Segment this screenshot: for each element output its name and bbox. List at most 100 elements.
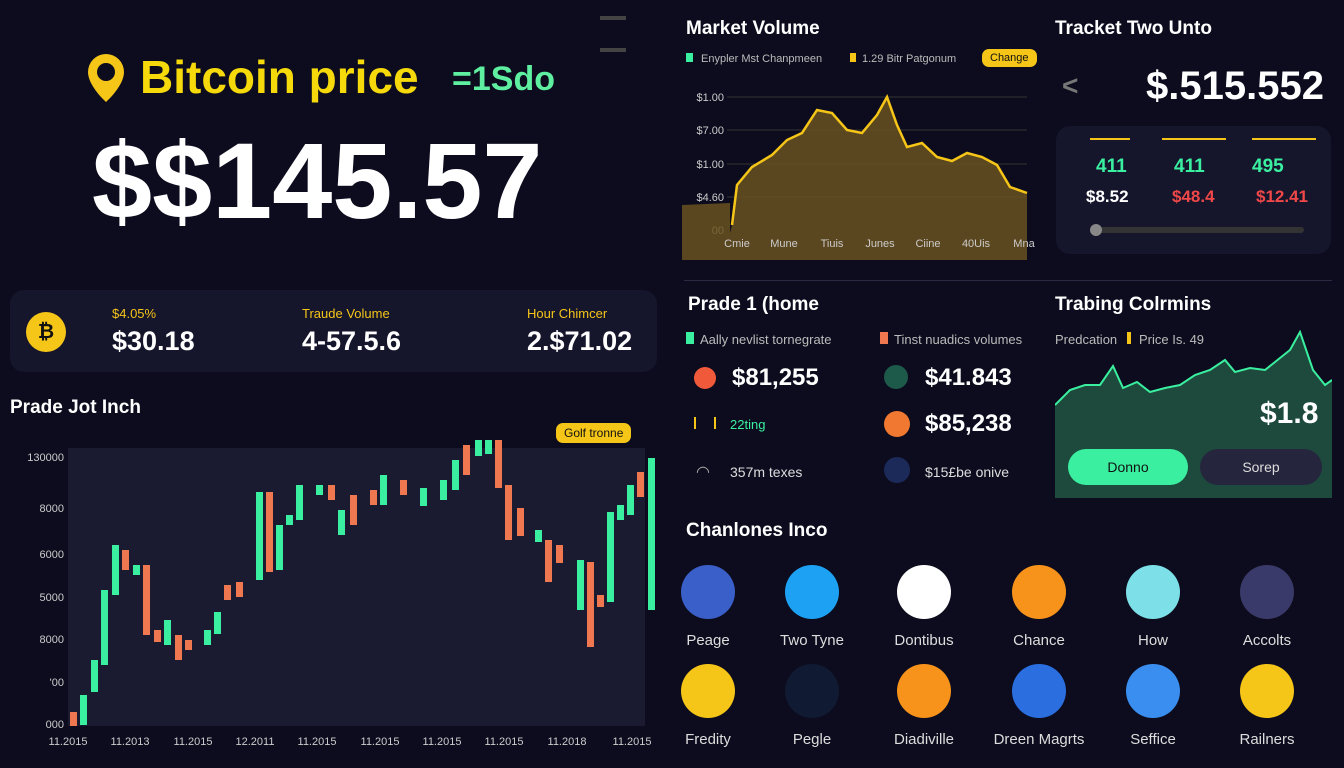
count: 495 xyxy=(1252,156,1284,177)
stat-label: Traude Volume xyxy=(302,306,390,321)
legend-item: Tinst nuadics volumes xyxy=(880,332,1022,347)
stat-value: 4-57.5.6 xyxy=(302,326,402,356)
section-title: Prade Jot Inch xyxy=(10,397,141,418)
legend-item: Enypler Mst Chanpmeen xyxy=(686,53,822,65)
channel-label: Diadiville xyxy=(893,731,955,748)
stat-label: $4.05% xyxy=(112,306,157,321)
legend-text: Enypler Mst Chanpmeen xyxy=(701,53,823,65)
x-label: 40Uis xyxy=(962,238,991,250)
channel-label: Fredity xyxy=(685,731,731,748)
x-label: 11.2015 xyxy=(298,736,337,748)
y-label: 5000 xyxy=(40,592,64,604)
legend-item: 1.29 Bitr Patgonum xyxy=(850,53,956,65)
stat-value: $30.18 xyxy=(112,326,195,356)
icon: ◠ xyxy=(696,464,710,481)
count: 411 xyxy=(1174,156,1205,177)
channel-icon[interactable] xyxy=(1012,664,1066,718)
coin-icon: ₿ xyxy=(26,312,66,352)
legend-item: Price Is. 49 xyxy=(1127,332,1204,347)
candles xyxy=(70,440,655,726)
button[interactable]: Donno xyxy=(1068,449,1188,485)
channel-label: Chance xyxy=(1013,632,1065,649)
legend-item: Aally nevlist tornegrate xyxy=(686,332,832,347)
section-title: Prade 1 (home xyxy=(688,294,819,315)
x-label: 11.2015 xyxy=(49,736,88,748)
area-chart: $1.00 $7.00 $1.00 $4.60 00 Cmie Mune Tiu… xyxy=(682,92,1036,260)
channel-label: Peage xyxy=(686,632,730,649)
y-label: $1.00 xyxy=(696,92,724,104)
y-label: $7.00 xyxy=(696,125,724,137)
channel-label: Seffice xyxy=(1130,731,1176,748)
tracker-panel: 411 411 495 $8.52 $48.4 $12.41 xyxy=(1056,126,1331,254)
section-title: Trabing Colrmins xyxy=(1055,294,1212,315)
section-title: Chanlones Inco xyxy=(686,520,828,541)
item-value: $81,255 xyxy=(732,364,819,391)
back-button[interactable]: < xyxy=(1062,70,1079,101)
channel-icon[interactable] xyxy=(1126,565,1180,619)
x-label: Mna xyxy=(1013,238,1035,250)
y-label: $1.00 xyxy=(696,159,724,171)
y-label: 8000 xyxy=(40,503,64,515)
legend-text: Predcation xyxy=(1055,332,1118,347)
x-label: 11.2013 xyxy=(111,736,150,748)
badge: Change xyxy=(982,49,1037,67)
y-label: 6000 xyxy=(40,549,64,561)
item-text: 22ting xyxy=(730,417,766,432)
slider[interactable] xyxy=(1090,224,1304,236)
stats-bar: ₿ $4.05% $30.18 Traude Volume 4-57.5.6 H… xyxy=(10,290,657,372)
channel-icon[interactable] xyxy=(1240,565,1294,619)
channel-icon[interactable] xyxy=(1240,664,1294,718)
legend-text: Price Is. 49 xyxy=(1139,332,1205,347)
channel-label: Pegle xyxy=(792,731,832,748)
y-label: 8000 xyxy=(40,634,64,646)
item-text: $15£be onive xyxy=(925,464,1010,480)
title: Bitcoin price xyxy=(140,51,419,103)
pin-icon xyxy=(86,52,126,102)
channel-label: Dreen Magrts xyxy=(993,731,1085,748)
legend-text: Tinst nuadics volumes xyxy=(894,332,1023,347)
x-label: 11.2015 xyxy=(423,736,462,748)
channel-label: Two Tyne xyxy=(780,632,844,649)
channel-icon[interactable] xyxy=(681,664,735,718)
amount: $48.4 xyxy=(1172,187,1215,206)
menu-icon[interactable] xyxy=(600,16,626,52)
item-text: 357m texes xyxy=(730,464,803,480)
price: $$145.57 xyxy=(92,120,543,241)
section-title: Market Volume xyxy=(686,18,820,39)
channel-icon[interactable] xyxy=(785,664,839,718)
y-label: '00 xyxy=(50,677,64,689)
x-label: Ciine xyxy=(915,238,940,250)
column-value: $1.8 xyxy=(1260,397,1319,430)
unit: =1Sdo xyxy=(452,60,555,98)
amount: $12.41 xyxy=(1256,187,1308,206)
channel-label: Railners xyxy=(1239,731,1295,748)
x-label: Mune xyxy=(770,238,798,250)
channel-label: How xyxy=(1137,632,1168,649)
x-label: 12.2011 xyxy=(236,736,275,748)
x-label: 11.2015 xyxy=(485,736,524,748)
channel-icon[interactable] xyxy=(1126,664,1180,718)
icon xyxy=(884,411,910,437)
section-title: Tracket Two Unto xyxy=(1055,18,1212,39)
icon xyxy=(694,417,716,429)
stat-label: Hour Chimcer xyxy=(527,306,608,321)
amount: $8.52 xyxy=(1086,187,1129,206)
button[interactable]: Sorep xyxy=(1200,449,1322,485)
badge: Golf tronne xyxy=(556,423,632,443)
y-label: 000 xyxy=(46,719,64,731)
candle-chart: 130000 8000 6000 5000 8000 '00 000 11.20… xyxy=(27,440,655,748)
channel-icon[interactable] xyxy=(785,565,839,619)
icon xyxy=(884,457,910,483)
x-label: 11.2015 xyxy=(174,736,213,748)
channel-label: Dontibus xyxy=(894,632,954,649)
x-label: 11.2015 xyxy=(361,736,400,748)
y-label: 130000 xyxy=(27,452,64,464)
channel-icon[interactable] xyxy=(897,565,951,619)
x-label: 11.2015 xyxy=(613,736,652,748)
channel-icon[interactable] xyxy=(897,664,951,718)
channel-icon[interactable] xyxy=(1012,565,1066,619)
y-label: $4.60 xyxy=(696,192,724,204)
channel-icon[interactable] xyxy=(681,565,735,619)
tracker-price: $.515.552 xyxy=(1146,64,1324,108)
item-value: $41.843 xyxy=(925,364,1012,391)
